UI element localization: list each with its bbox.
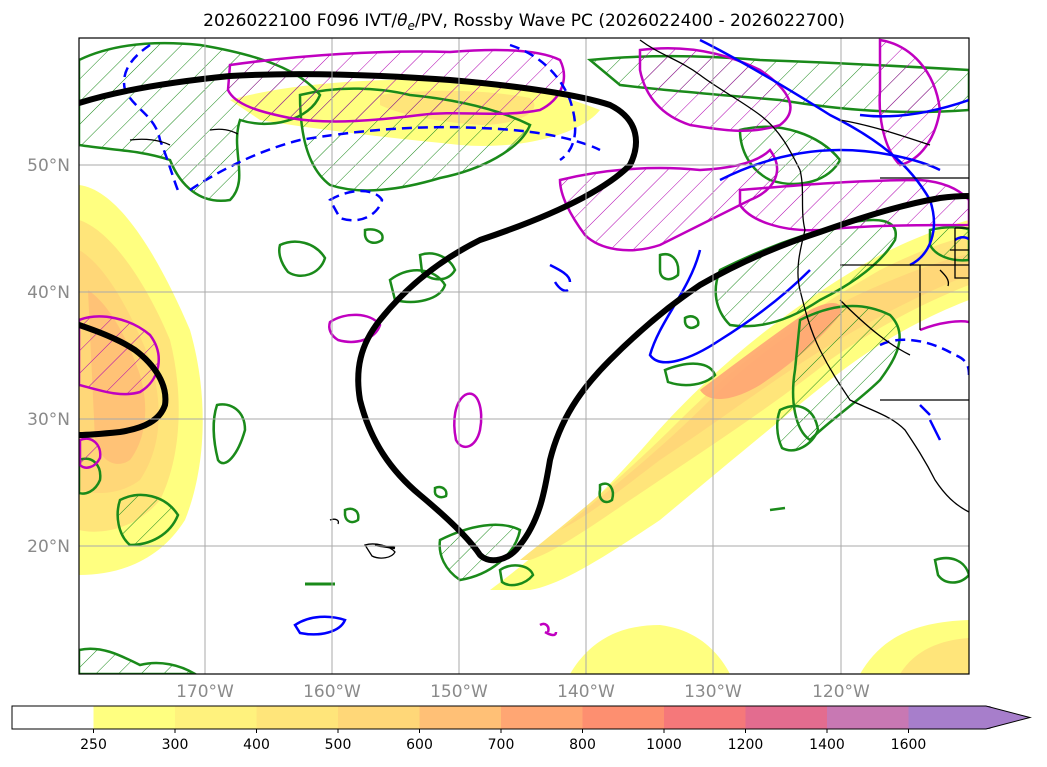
lat-label: 20°N — [27, 537, 70, 557]
colorbar-segment — [338, 706, 420, 729]
colorbar-tick-label: 1000 — [646, 737, 682, 753]
lon-label: 140°W — [557, 682, 615, 702]
lat-label: 30°N — [27, 410, 70, 430]
lon-label: 150°W — [430, 682, 488, 702]
ivt-colorbar: 250 300 400 500 600 700 800 1000 1200 1400 1600 — [11, 705, 1032, 753]
lon-label: 160°W — [303, 682, 361, 702]
rossby-wave-contours — [79, 71, 969, 564]
lat-label: 40°N — [27, 283, 70, 303]
lon-label: 130°W — [684, 682, 742, 702]
colorbar-tick-label: 1600 — [891, 737, 927, 753]
colorbar-segment — [256, 706, 339, 729]
lat-label: 50°N — [27, 156, 70, 176]
chart-title: 2026022100 F096 IVT/θe/PV, Rossby Wave P… — [203, 11, 845, 33]
colorbar-under-segment — [12, 706, 94, 729]
colorbar-tick-label: 600 — [406, 737, 433, 753]
colorbar-tick-label: 700 — [488, 737, 515, 753]
colorbar-segment — [745, 706, 828, 729]
colorbar-segment — [175, 706, 257, 729]
colorbar-tick-label: 500 — [325, 737, 352, 753]
map-panel — [79, 38, 969, 674]
colorbar-tick-label: 1200 — [728, 737, 764, 753]
colorbar-tick-label: 800 — [569, 737, 596, 753]
lon-label: 120°W — [812, 682, 870, 702]
colorbar-segment — [582, 706, 665, 729]
colorbar-segment — [501, 706, 583, 729]
colorbar-tick-label: 1400 — [809, 737, 845, 753]
colorbar-segment — [93, 706, 176, 729]
colorbar-tick-label: 250 — [80, 737, 107, 753]
map-frame — [78, 37, 970, 675]
colorbar-segment — [419, 706, 502, 729]
colorbar-outline — [11, 705, 1032, 730]
pv-green-contours — [79, 228, 969, 587]
graticule — [79, 38, 969, 674]
colorbar-tick-label: 400 — [243, 737, 270, 753]
coastlines — [129, 39, 969, 586]
pv-magenta-contours — [328, 313, 969, 637]
colorbar-tick-label: 300 — [162, 737, 189, 753]
lon-label: 170°W — [176, 682, 234, 702]
longitude-labels: 170°W 160°W 150°W 140°W 130°W 120°W — [176, 682, 870, 702]
latitude-labels: 50°N 40°N 30°N 20°N — [27, 156, 70, 557]
colorbar-segment — [664, 706, 746, 729]
colorbar-extension — [908, 706, 1030, 729]
colorbar-segment — [827, 706, 909, 729]
